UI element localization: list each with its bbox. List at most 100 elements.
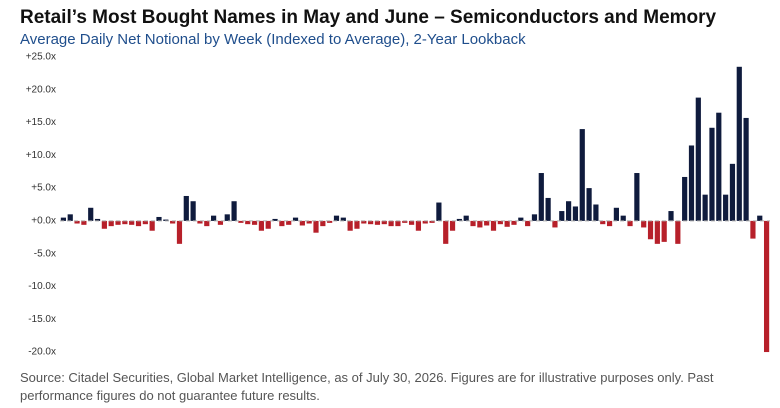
bar (443, 220, 449, 244)
bar (170, 220, 176, 224)
bar (313, 220, 319, 233)
bar (81, 220, 87, 225)
bar (135, 220, 142, 227)
bar (463, 215, 469, 221)
bar (142, 220, 148, 225)
bar (620, 215, 626, 221)
bar (757, 215, 763, 221)
bar (265, 220, 271, 229)
bar (511, 220, 517, 225)
bar (306, 220, 312, 224)
y-tick-label: +10.0x (26, 150, 56, 161)
bar (422, 220, 428, 224)
bar (593, 204, 599, 221)
bar (204, 220, 210, 227)
y-tick-label: -20.0x (28, 347, 56, 358)
bar (613, 207, 619, 221)
bar (156, 216, 162, 221)
bar (606, 220, 613, 227)
chart-title: Retail’s Most Bought Names in May and Ju… (20, 7, 717, 28)
bar (566, 201, 572, 221)
bar (709, 127, 715, 221)
bar (484, 220, 490, 226)
bar (245, 220, 251, 225)
bar (231, 201, 237, 221)
y-tick-label: +20.0x (26, 84, 56, 95)
bar (347, 220, 353, 231)
bar (374, 220, 381, 225)
bar (470, 220, 476, 227)
bar (368, 220, 374, 225)
bar (94, 218, 101, 221)
bar (108, 220, 114, 227)
bar (559, 211, 565, 221)
bar (436, 202, 442, 221)
bar (627, 220, 633, 227)
source-note: Source: Citadel Securities, Global Marke… (20, 370, 714, 403)
bar (477, 220, 483, 228)
bar (545, 197, 551, 221)
bar (190, 201, 196, 221)
bar (600, 220, 606, 225)
bar (743, 117, 749, 221)
bar (279, 220, 285, 227)
bar (122, 220, 128, 225)
bar (579, 129, 585, 221)
bar (74, 220, 80, 224)
bar (572, 206, 579, 221)
bar (327, 220, 333, 223)
bar (688, 145, 695, 221)
y-tick-label: -15.0x (28, 314, 56, 325)
bar (675, 220, 681, 244)
bar (299, 220, 305, 226)
bar (101, 220, 107, 229)
bar (497, 220, 503, 225)
bar (729, 163, 736, 221)
bar (716, 112, 722, 221)
bar (129, 220, 135, 225)
bar (641, 220, 647, 228)
bar (654, 220, 660, 244)
bar (531, 214, 538, 221)
bar (723, 194, 729, 221)
bar (67, 214, 73, 221)
bar (490, 220, 497, 231)
bar (388, 220, 394, 227)
bar (668, 211, 674, 221)
bar (320, 220, 326, 227)
bar (197, 220, 203, 224)
bar (415, 220, 422, 231)
bar (354, 220, 360, 229)
bar (183, 195, 189, 221)
bar (736, 66, 742, 221)
bar (333, 215, 340, 221)
bar (224, 214, 230, 221)
bar (702, 194, 708, 221)
y-tick-label: +5.0x (31, 183, 56, 194)
y-tick-label: -5.0x (34, 248, 56, 259)
bar (429, 220, 435, 223)
bar (763, 220, 770, 353)
bar (149, 220, 155, 231)
bar (682, 176, 688, 221)
bar (115, 220, 121, 225)
bar (504, 220, 510, 227)
bar (163, 219, 169, 221)
bar (586, 188, 592, 221)
bar (634, 173, 640, 221)
y-tick-label: +15.0x (26, 117, 56, 128)
bar (258, 220, 264, 231)
bar (402, 220, 408, 223)
bar (538, 173, 544, 221)
bar (750, 220, 756, 239)
bar (217, 220, 224, 225)
bar (695, 97, 701, 221)
bar (408, 220, 415, 225)
y-tick-label: -10.0x (28, 281, 56, 292)
bar (238, 220, 244, 223)
bar (661, 220, 667, 242)
y-tick-label: +0.0x (31, 216, 56, 227)
bar (292, 217, 299, 221)
bar (456, 218, 462, 221)
bar (449, 220, 456, 231)
